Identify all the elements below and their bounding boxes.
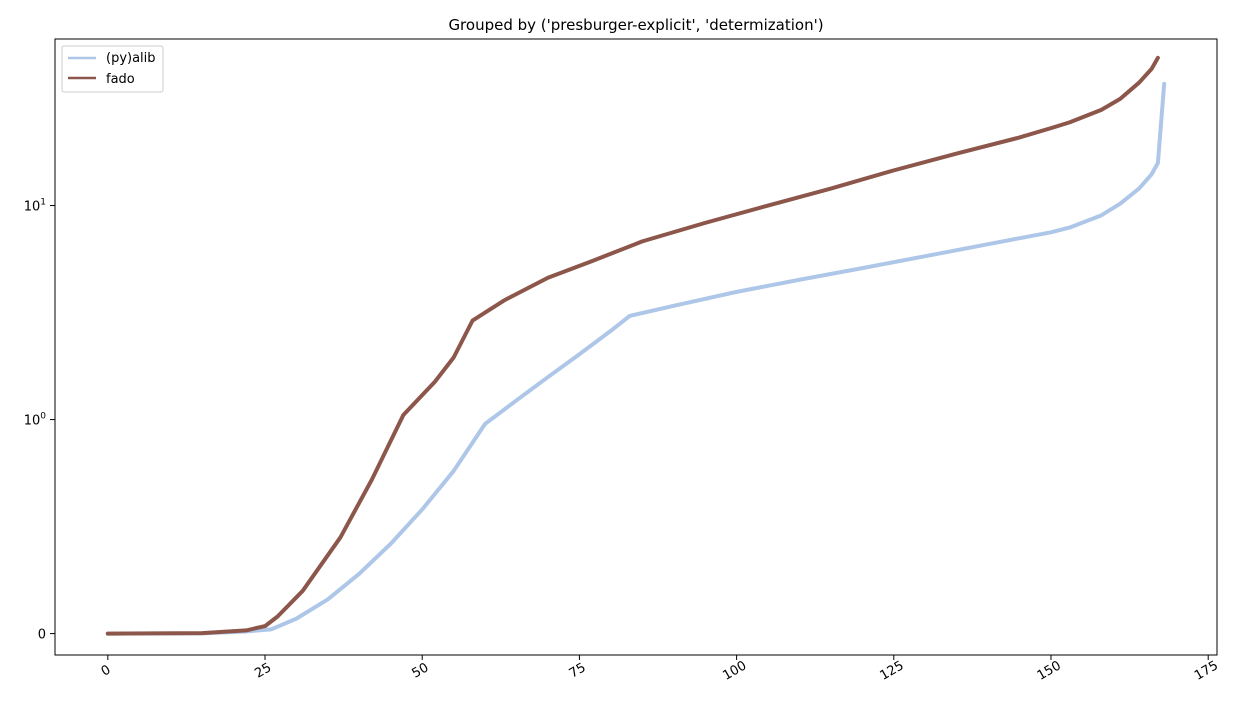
axes-frame	[54, 38, 1218, 656]
plot-area	[54, 38, 1218, 656]
series-layer	[105, 55, 1167, 636]
legend-label-fado: fado	[106, 72, 135, 87]
y-tick-label: 0	[38, 628, 46, 643]
legend-label-pyalib: (py)alib	[106, 51, 156, 66]
x-tick-label: 25	[252, 660, 274, 681]
series-line-fado	[105, 55, 1160, 636]
x-tick-label: 50	[410, 660, 432, 681]
chart-title: Grouped by ('presburger-explicit', 'dete…	[448, 16, 823, 34]
series-line-pyalib	[105, 81, 1167, 636]
legend: (py)alib fado	[61, 45, 164, 93]
x-tick-label: 75	[567, 660, 589, 681]
y-axis: 0 100 101	[24, 198, 55, 643]
y-tick-label: 100	[24, 412, 47, 429]
y-tick-label: 101	[24, 198, 46, 215]
